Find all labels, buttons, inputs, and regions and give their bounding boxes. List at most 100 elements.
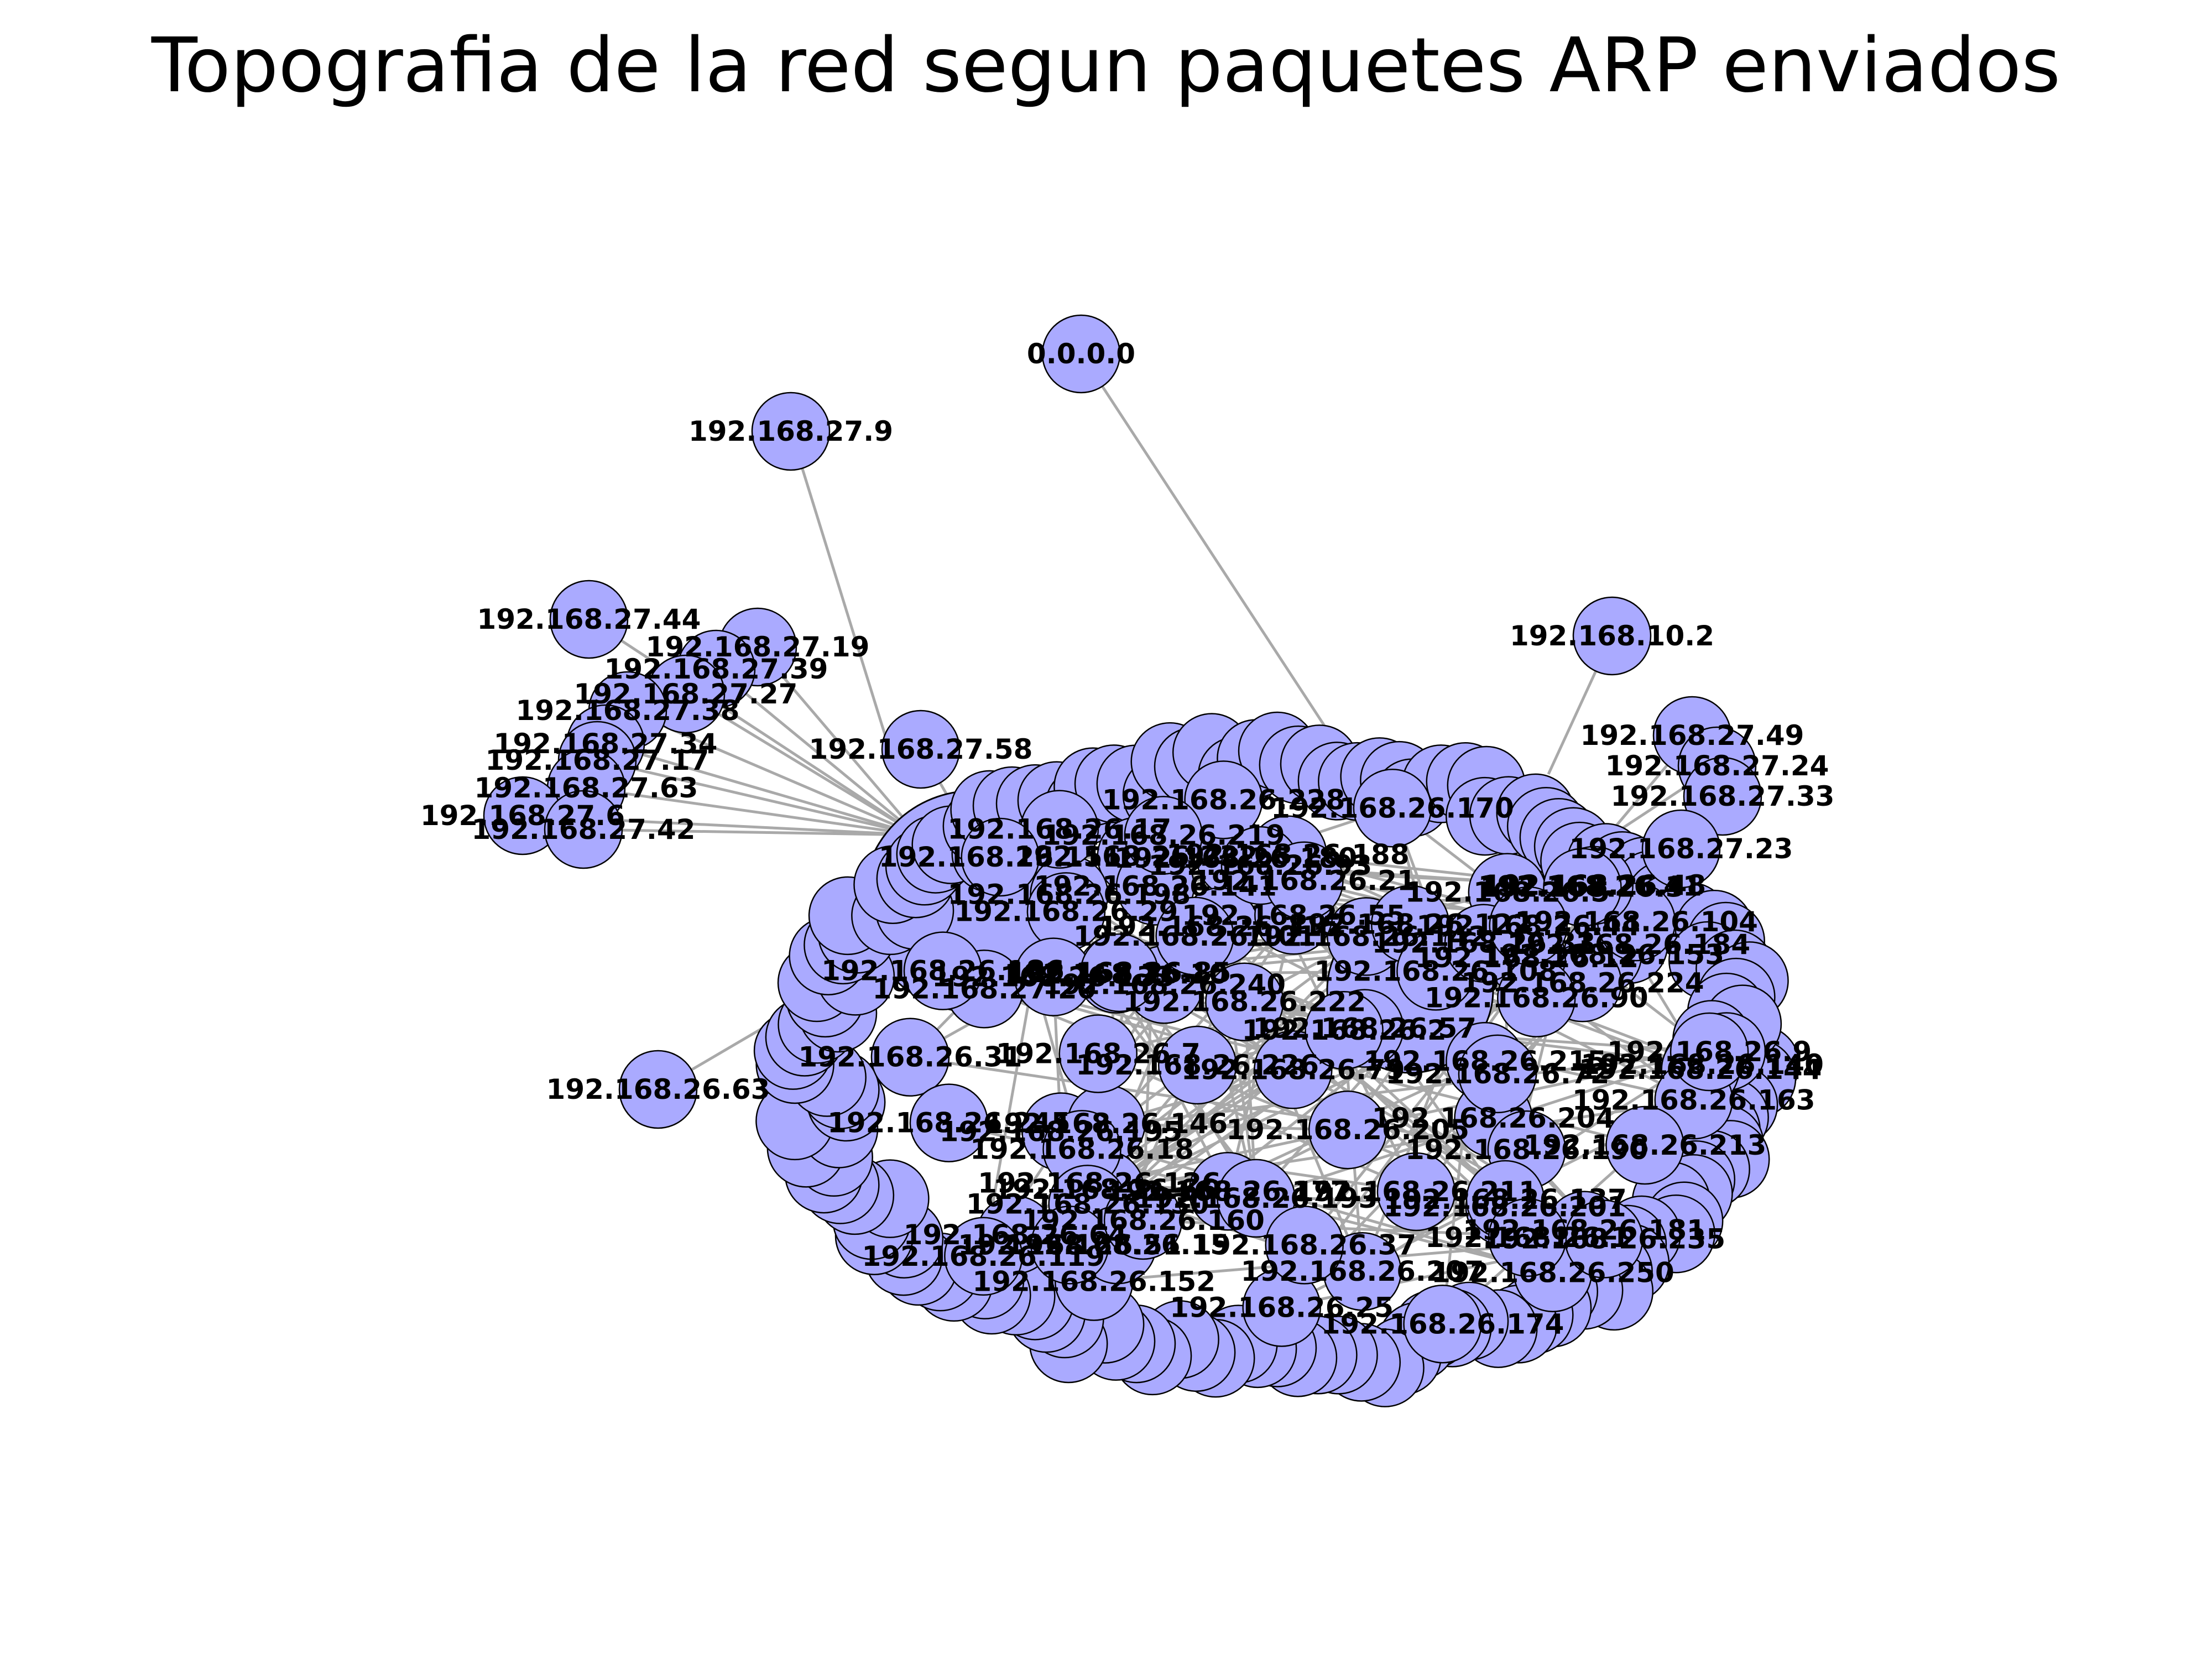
node-label-192.168.27.49: 192.168.27.49 <box>1580 719 1804 752</box>
cluster-node-label: 192.168.26.211 <box>1295 1176 1538 1208</box>
cluster-node-label: 192.168.26.186 <box>821 955 1065 987</box>
cluster-node-label: 192.168.26.122 <box>1288 908 1532 940</box>
cluster-node <box>1670 1012 1749 1092</box>
cluster-node <box>1157 1025 1237 1105</box>
cluster-node <box>1543 848 1622 927</box>
node-label-192.168.27.23: 192.168.27.23 <box>1569 833 1793 865</box>
cluster-node-label: 192.168.26.55 <box>1182 899 1406 931</box>
node-label-0.0.0.0: 0.0.0.0 <box>1027 338 1135 370</box>
cluster-node-label: 192.168.26.41 <box>1478 870 1702 902</box>
cluster-node-label: 192.168.26.163 <box>1572 1084 1815 1116</box>
node-label-192.168.27.24: 192.168.27.24 <box>1605 750 1829 782</box>
cluster-node <box>1403 1285 1482 1364</box>
cluster-node-label: 192.168.26.37 <box>1192 1229 1416 1261</box>
node-label-192.168.27.27: 192.168.27.27 <box>574 678 798 710</box>
cluster-node-label: 192.168.26.160 <box>1021 1204 1265 1237</box>
nodes-layer <box>483 314 1800 1407</box>
cluster-node-label: 192.168.26.144 <box>1579 1053 1822 1086</box>
cluster-node <box>909 1083 989 1162</box>
cluster-node <box>1155 896 1234 976</box>
cluster-node-label: 192.168.26.240 <box>1042 968 1286 1000</box>
edge-192.168.27.17 <box>597 759 919 837</box>
cluster-node-label: 192.168.26.219 <box>1042 819 1285 851</box>
cluster-node-label: 192.168.26.90 <box>1425 982 1648 1014</box>
cluster-node-label: 192.168.26.5 <box>1405 877 1610 909</box>
edge-192.168.27.39 <box>715 668 919 836</box>
cluster-node-label: 192.168.26.85 <box>1008 957 1232 989</box>
cluster-node <box>944 1217 1023 1296</box>
node-label-192.168.27.6: 192.168.27.6 <box>420 800 625 832</box>
cluster-node-label: 192.168.26.7 <box>996 1037 1201 1070</box>
cluster-node <box>1458 1034 1537 1114</box>
edge-192.168.27.9 <box>789 431 892 753</box>
cluster-node <box>870 1018 950 1097</box>
node-label-192.168.27.58: 192.168.27.58 <box>809 733 1033 765</box>
cluster-node <box>1488 1198 1567 1277</box>
cluster-node-label: 192.168.26.2 <box>1242 1014 1447 1046</box>
cluster-node <box>1265 841 1344 920</box>
edge-192.168.27.19 <box>757 646 919 836</box>
cluster-node-label: 192.168.26.228 <box>1102 784 1345 816</box>
cluster-node-label: 192.168.26.64 <box>904 1219 1128 1251</box>
node-label-192.168.27.9: 192.168.27.9 <box>688 415 893 447</box>
cluster-node <box>1305 990 1384 1070</box>
cluster-node <box>961 817 1040 897</box>
cluster-node-label: 192.168.26.21 <box>1192 865 1416 897</box>
cluster-node-label: 192.168.26.198 <box>948 879 1191 911</box>
cluster-node-label: 192.168.26.232 <box>1015 840 1258 872</box>
edge-192.168.27.34 <box>605 742 919 837</box>
cluster-node-label: 192.168.26.51 <box>958 1229 1182 1261</box>
cluster-node-label: 192.168.26.12 <box>1415 942 1639 974</box>
cluster-node-label: 192.168.26.3 <box>1480 872 1684 904</box>
cluster-node <box>1184 760 1263 839</box>
node-0.0.0.0 <box>1041 314 1121 394</box>
cluster-node-label: 192.168.26.25 <box>1170 1291 1394 1323</box>
node-label-192.168.27.19: 192.168.27.19 <box>646 631 870 663</box>
cluster-node-label: 192.168.26.57 <box>1253 1013 1477 1045</box>
node-label-192.168.27.33: 192.168.27.33 <box>1611 780 1835 812</box>
cluster-node-label: 192.168.26.101 <box>1073 920 1317 952</box>
cluster-node <box>1353 769 1432 848</box>
node-label-192.168.27.17: 192.168.27.17 <box>486 744 709 776</box>
cluster-node-label: 192.168.27.20 <box>873 973 1097 1005</box>
node-192.168.27.33 <box>1683 757 1762 836</box>
graph-title: Topografia de la red segun paquetes ARP … <box>151 22 2061 109</box>
cluster-node-label: 192.168.26.79 <box>1181 1053 1405 1086</box>
cluster-node-label: 192.168.26.215 <box>1363 1045 1606 1077</box>
edge-192.168.27.42 <box>583 828 919 837</box>
cluster-node-label: 192.168.26.207 <box>1241 1255 1484 1287</box>
cluster-node-label: 192.168.26.193 <box>1135 1182 1378 1214</box>
cluster-node-label: 192.168.26.226 <box>1076 1049 1319 1081</box>
cluster-node-label: 192.168.26.33 <box>1372 927 1596 959</box>
cluster-node-label: 192.168.26.151 <box>879 841 1122 873</box>
cluster-node <box>1205 962 1284 1041</box>
cluster-node-label: 192.168.26.15 <box>1005 1229 1229 1261</box>
node-192.168.27.44 <box>549 580 629 659</box>
cluster-node-label: 192.168.26.93 <box>1148 849 1372 881</box>
node-192.168.27.23 <box>1641 809 1721 889</box>
node-192.168.27.58 <box>881 709 961 789</box>
cluster-node-label: 192.168.26.170 <box>1271 792 1514 824</box>
cluster-node-label: 192.168.26.177 <box>1107 1175 1350 1207</box>
cluster-node <box>1265 1206 1344 1285</box>
cluster-node-label: 192.168.26.205 <box>1226 1114 1469 1146</box>
node-192.168.27.9 <box>751 392 831 471</box>
cluster-node-label: 192.168.26.29 <box>954 895 1178 927</box>
cluster-node-label: 192.168.26.104 <box>1515 906 1758 938</box>
cluster-node-label: 192.168.26.245 <box>827 1107 1071 1139</box>
cluster-node-label: 192.168.26.108 <box>1314 955 1558 987</box>
cluster-node <box>1308 1090 1387 1170</box>
cluster-node-label: 192.168.26.31 <box>798 1041 1022 1073</box>
cluster-node-label: 192.168.26.133 <box>932 961 1175 993</box>
edge-192.168.27.63 <box>586 786 919 837</box>
cluster-node-label: 192.168.26.119 <box>862 1240 1105 1272</box>
cluster-node-label: 192.168.26.126 <box>978 1167 1221 1199</box>
node-label-192.168.27.42: 192.168.27.42 <box>472 813 696 846</box>
cluster-node <box>1217 1159 1296 1238</box>
labels-layer: 192.168.26.140192.168.26.177192.168.26.1… <box>420 338 1834 1340</box>
cluster-node-label: 192.168.26.72 <box>1386 1058 1610 1090</box>
cluster-node-label: 192.168.26.201 <box>1383 1191 1626 1223</box>
cluster-node-label: 192.168.26.140 <box>1580 1048 1824 1081</box>
